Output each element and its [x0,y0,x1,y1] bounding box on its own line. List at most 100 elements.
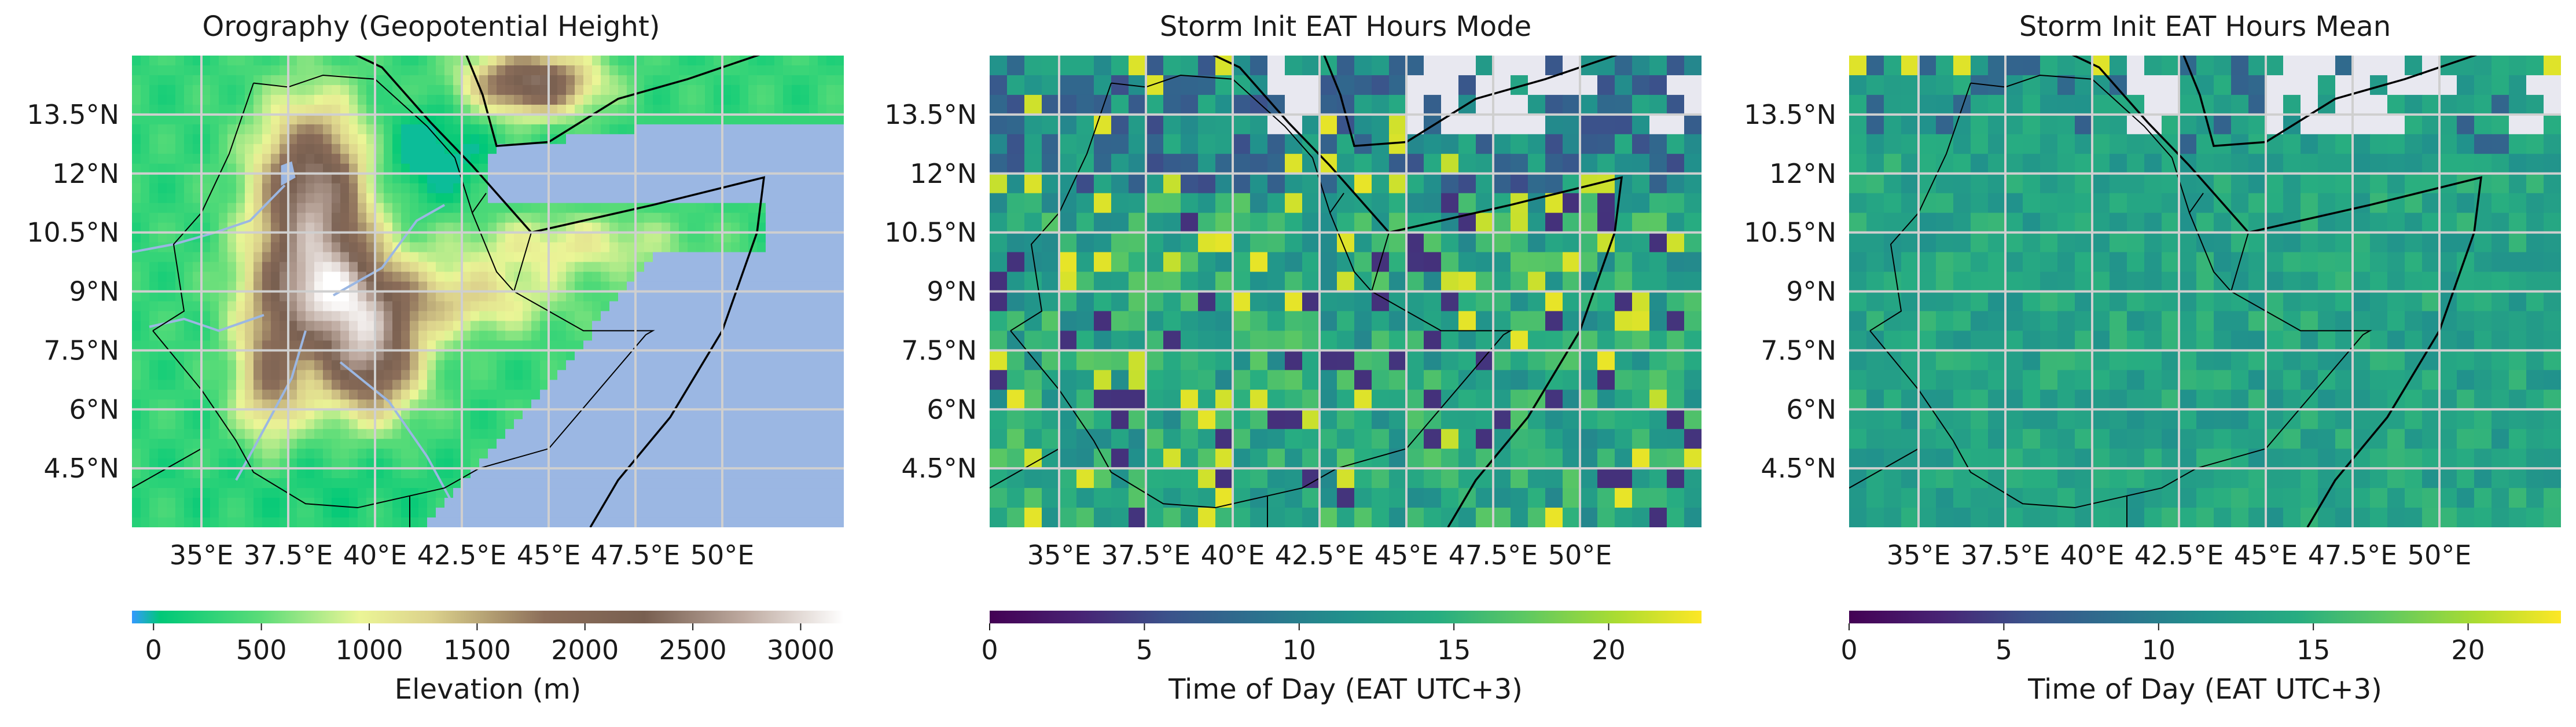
storm-init-cell [1285,449,1303,469]
elevation-cell [288,429,297,439]
storm-init-cell [1233,94,1251,115]
elevation-cell [479,498,488,508]
storm-init-cell [1320,193,1337,214]
elevation-cell [384,222,393,233]
elevation-cell [792,321,801,332]
elevation-cell [288,134,297,145]
elevation-cell [141,350,150,361]
storm-init-cell [1372,488,1390,508]
elevation-cell [175,458,185,469]
elevation-cell [358,94,367,105]
elevation-cell [471,439,480,449]
elevation-cell [401,311,410,322]
elevation-cell [471,458,480,469]
elevation-cell [418,498,428,508]
elevation-cell [714,508,723,518]
elevation-cell [835,271,844,282]
elevation-cell [479,399,488,410]
storm-init-cell [1406,173,1424,194]
elevation-cell [253,65,263,76]
elevation-cell [132,153,141,164]
elevation-cell [488,380,497,390]
elevation-cell [384,468,393,479]
elevation-cell [453,85,462,96]
elevation-cell [271,301,280,312]
elevation-cell [523,75,532,86]
elevation-cell [392,104,402,115]
elevation-cell [427,321,436,332]
elevation-cell [297,399,306,410]
elevation-cell [167,331,176,341]
storm-init-cell [1198,212,1216,233]
elevation-cell [653,449,662,459]
elevation-cell [809,468,818,479]
elevation-cell [314,390,324,400]
storm-init-cell [1042,153,1060,174]
elevation-cell [566,370,575,380]
elevation-cell [184,153,193,164]
storm-init-cell [1129,449,1146,469]
storm-init-cell [1632,468,1650,489]
storm-init-cell [1545,212,1563,233]
storm-init-cell [1493,449,1511,469]
elevation-cell [410,203,419,214]
storm-init-cell [1320,311,1337,332]
storm-init-cell [1667,271,1685,292]
elevation-cell [262,232,271,243]
storm-init-cell [1632,153,1650,174]
elevation-cell [427,340,436,351]
storm-init-cell [1649,468,1667,489]
storm-init-cell [1424,252,1442,273]
elevation-cell [818,439,827,449]
elevation-cell [705,104,714,115]
storm-init-cell [1146,193,1164,214]
elevation-cell [609,380,619,390]
elevation-cell [740,212,749,223]
elevation-cell [696,439,705,449]
elevation-cell [253,321,263,332]
elevation-cell [375,508,384,518]
elevation-cell [210,517,219,527]
storm-init-cell [1511,488,1528,508]
elevation-cell [818,488,827,498]
elevation-cell [349,242,358,253]
elevation-cell [184,478,193,489]
elevation-cell [253,242,263,253]
storm-init-cell [1458,291,1476,312]
elevation-cell [679,517,688,527]
elevation-cell [167,134,176,145]
elevation-cell [523,399,532,410]
storm-init-cell [1511,291,1528,312]
storm-init-cell [990,468,1008,489]
storm-init-cell [1354,390,1372,410]
elevation-cell [826,468,836,479]
elevation-cell [288,321,297,332]
elevation-cell [835,134,844,145]
elevation-cell [227,439,237,449]
elevation-cell [670,291,679,302]
elevation-cell [444,331,454,341]
elevation-cell [375,350,384,361]
elevation-cell [444,75,454,86]
elevation-cell [627,380,636,390]
elevation-cell [809,193,818,204]
elevation-cell [505,163,515,174]
elevation-cell [696,144,705,155]
elevation-cell [748,183,758,194]
elevation-cell [748,144,758,155]
storm-init-cell [1511,56,1528,76]
elevation-cell [227,331,237,341]
elevation-cell [236,242,245,253]
elevation-cell [766,124,775,135]
elevation-cell [184,321,193,332]
elevation-cell [809,183,818,194]
elevation-cell [514,173,523,184]
elevation-cell [835,360,844,370]
elevation-cell [262,114,271,125]
elevation-cell [453,321,462,332]
elevation-cell [592,193,601,204]
elevation-cell [193,193,202,204]
elevation-cell [618,340,627,351]
storm-init-cell [1302,311,1320,332]
